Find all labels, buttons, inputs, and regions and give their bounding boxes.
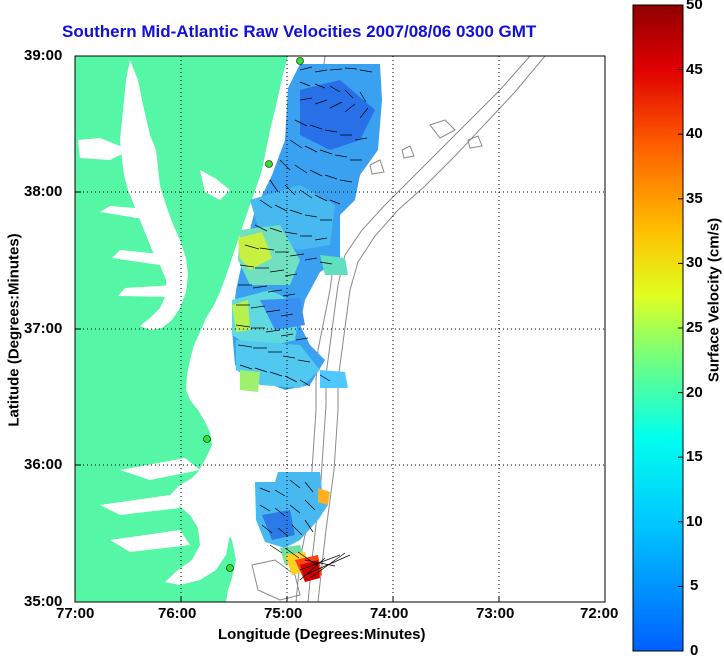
colorbar-tick-label: 25 [686,319,703,336]
colorbar-label: Surface Velocity (cm/s) [705,217,723,383]
grid-lines [75,56,605,602]
colorbar-tick-label: 30 [686,254,703,271]
colorbar-tick-label: 0 [690,642,699,659]
chesapeake-bay [120,60,188,330]
y-tick-label: 35:00 [24,593,63,610]
x-tick-label: 74:00 [370,605,409,622]
colorbar [632,4,684,652]
y-tick-label: 37:00 [24,320,63,337]
x-tick-label: 72:00 [580,605,619,622]
colorbar-tick-label: 40 [686,125,703,142]
x-axis-label: Longitude (Degrees:Minutes) [218,626,426,643]
y-axis-label: Latitude (Degrees:Minutes) [5,233,23,427]
colorbar-tick-label: 5 [690,577,699,594]
colorbar-tick-label: 35 [686,190,703,207]
colorbar-tick-label: 50 [686,0,703,13]
colorbar-tick-label: 10 [686,513,703,530]
colorbar-tick-label: 20 [686,384,703,401]
map-title: Southern Mid-Atlantic Raw Velocities 200… [62,22,537,41]
colorbar-tick-label: 45 [686,61,703,78]
velocity-field [232,64,382,582]
y-tick-label: 39:00 [24,47,63,64]
x-tick-label: 73:00 [476,605,515,622]
velocity-vectors [235,66,373,581]
y-tick-label: 38:00 [24,183,63,200]
y-tick-label: 36:00 [24,456,63,473]
x-tick-label: 76:00 [158,605,197,622]
pamlico-sound [165,470,230,585]
radar-stations [203,57,304,572]
x-tick-label: 75:00 [264,605,303,622]
x-tick-label: 77:00 [56,605,95,622]
colorbar-tick-label: 15 [686,448,703,465]
